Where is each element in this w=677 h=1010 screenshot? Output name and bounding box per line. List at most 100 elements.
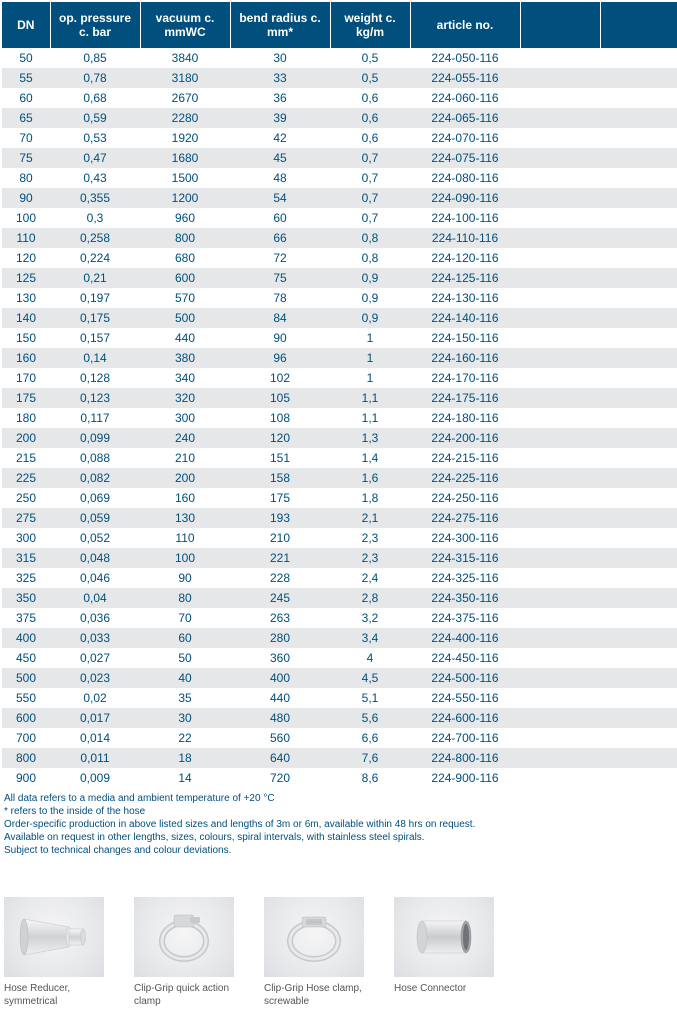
cell-vac: 570: [140, 288, 230, 308]
cell-op: 0,59: [50, 108, 140, 128]
cell-e1: [520, 288, 600, 308]
cell-art: 224-070-116: [410, 128, 520, 148]
table-row: 6000,017304805,6224-600-116: [2, 708, 677, 728]
cell-op: 0,175: [50, 308, 140, 328]
cell-art: 224-300-116: [410, 528, 520, 548]
cell-e2: [600, 708, 677, 728]
cell-e2: [600, 68, 677, 88]
cell-art: 224-450-116: [410, 648, 520, 668]
cell-dn: 175: [2, 388, 50, 408]
cell-art: 224-215-116: [410, 448, 520, 468]
cell-op: 0,04: [50, 588, 140, 608]
cell-e1: [520, 408, 600, 428]
cell-e1: [520, 528, 600, 548]
cell-op: 0,21: [50, 268, 140, 288]
cell-vac: 200: [140, 468, 230, 488]
cell-dn: 600: [2, 708, 50, 728]
col-header-bend: bend radius c.mm*: [230, 2, 330, 48]
cell-e1: [520, 708, 600, 728]
col-header-op: op. pressurec. bar: [50, 2, 140, 48]
cell-bend: 193: [230, 508, 330, 528]
cell-op: 0,023: [50, 668, 140, 688]
cell-bend: 560: [230, 728, 330, 748]
cell-dn: 325: [2, 568, 50, 588]
cell-dn: 125: [2, 268, 50, 288]
cell-bend: 360: [230, 648, 330, 668]
cell-vac: 210: [140, 448, 230, 468]
cell-e1: [520, 728, 600, 748]
cell-op: 0,224: [50, 248, 140, 268]
cell-wt: 0,6: [330, 108, 410, 128]
cell-wt: 2,3: [330, 548, 410, 568]
cell-dn: 90: [2, 188, 50, 208]
cell-wt: 0,7: [330, 168, 410, 188]
cell-vac: 1920: [140, 128, 230, 148]
table-header-row: DNop. pressurec. barvacuum c.mmWCbend ra…: [2, 2, 677, 48]
cell-bend: 175: [230, 488, 330, 508]
cell-op: 0,85: [50, 48, 140, 68]
table-row: 500,853840300,5224-050-116: [2, 48, 677, 68]
table-row: 2150,0882101511,4224-215-116: [2, 448, 677, 468]
cell-op: 0,099: [50, 428, 140, 448]
cell-e1: [520, 208, 600, 228]
cell-e2: [600, 48, 677, 68]
cell-vac: 1680: [140, 148, 230, 168]
cell-op: 0,128: [50, 368, 140, 388]
cell-wt: 0,8: [330, 228, 410, 248]
cell-art: 224-060-116: [410, 88, 520, 108]
cell-op: 0,14: [50, 348, 140, 368]
cell-art: 224-800-116: [410, 748, 520, 768]
cell-art: 224-160-116: [410, 348, 520, 368]
cell-wt: 3,2: [330, 608, 410, 628]
cell-wt: 1: [330, 328, 410, 348]
cell-op: 0,258: [50, 228, 140, 248]
cell-dn: 800: [2, 748, 50, 768]
product-caption: Hose Connector: [394, 983, 504, 996]
cell-e2: [600, 368, 677, 388]
cell-bend: 30: [230, 48, 330, 68]
table-row: 4000,033602803,4224-400-116: [2, 628, 677, 648]
cell-vac: 960: [140, 208, 230, 228]
cell-art: 224-325-116: [410, 568, 520, 588]
cell-wt: 2,3: [330, 528, 410, 548]
cell-op: 0,123: [50, 388, 140, 408]
cell-wt: 0,7: [330, 208, 410, 228]
cell-vac: 800: [140, 228, 230, 248]
footnote-line: All data refers to a media and ambient t…: [4, 792, 677, 805]
cell-op: 0,117: [50, 408, 140, 428]
cell-vac: 340: [140, 368, 230, 388]
cell-wt: 1,1: [330, 408, 410, 428]
cell-dn: 55: [2, 68, 50, 88]
cell-e1: [520, 568, 600, 588]
footnotes: All data refers to a media and ambient t…: [2, 792, 677, 857]
cell-dn: 150: [2, 328, 50, 348]
table-row: 1300,197570780,9224-130-116: [2, 288, 677, 308]
cell-art: 224-125-116: [410, 268, 520, 288]
cell-dn: 75: [2, 148, 50, 168]
cell-art: 224-200-116: [410, 428, 520, 448]
cell-e1: [520, 308, 600, 328]
cell-dn: 140: [2, 308, 50, 328]
table-row: 750,471680450,7224-075-116: [2, 148, 677, 168]
cell-e2: [600, 588, 677, 608]
product-clip-grip-screwable: Clip-Grip Hose clamp,screwable: [264, 897, 374, 1008]
spec-table: DNop. pressurec. barvacuum c.mmWCbend ra…: [2, 2, 677, 788]
cell-dn: 65: [2, 108, 50, 128]
table-row: 8000,011186407,6224-800-116: [2, 748, 677, 768]
cell-e2: [600, 328, 677, 348]
cell-op: 0,009: [50, 768, 140, 788]
cell-vac: 500: [140, 308, 230, 328]
cell-bend: 84: [230, 308, 330, 328]
table-row: 2750,0591301932,1224-275-116: [2, 508, 677, 528]
cell-vac: 2280: [140, 108, 230, 128]
cell-e1: [520, 608, 600, 628]
cell-e1: [520, 628, 600, 648]
table-row: 1800,1173001081,1224-180-116: [2, 408, 677, 428]
product-row: Hose Reducer,symmetricalClip-Grip quick …: [2, 897, 677, 1008]
col-header-vac: vacuum c.mmWC: [140, 2, 230, 48]
cell-art: 224-100-116: [410, 208, 520, 228]
cell-dn: 700: [2, 728, 50, 748]
table-row: 1500,157440901224-150-116: [2, 328, 677, 348]
cell-art: 224-130-116: [410, 288, 520, 308]
cell-e1: [520, 388, 600, 408]
